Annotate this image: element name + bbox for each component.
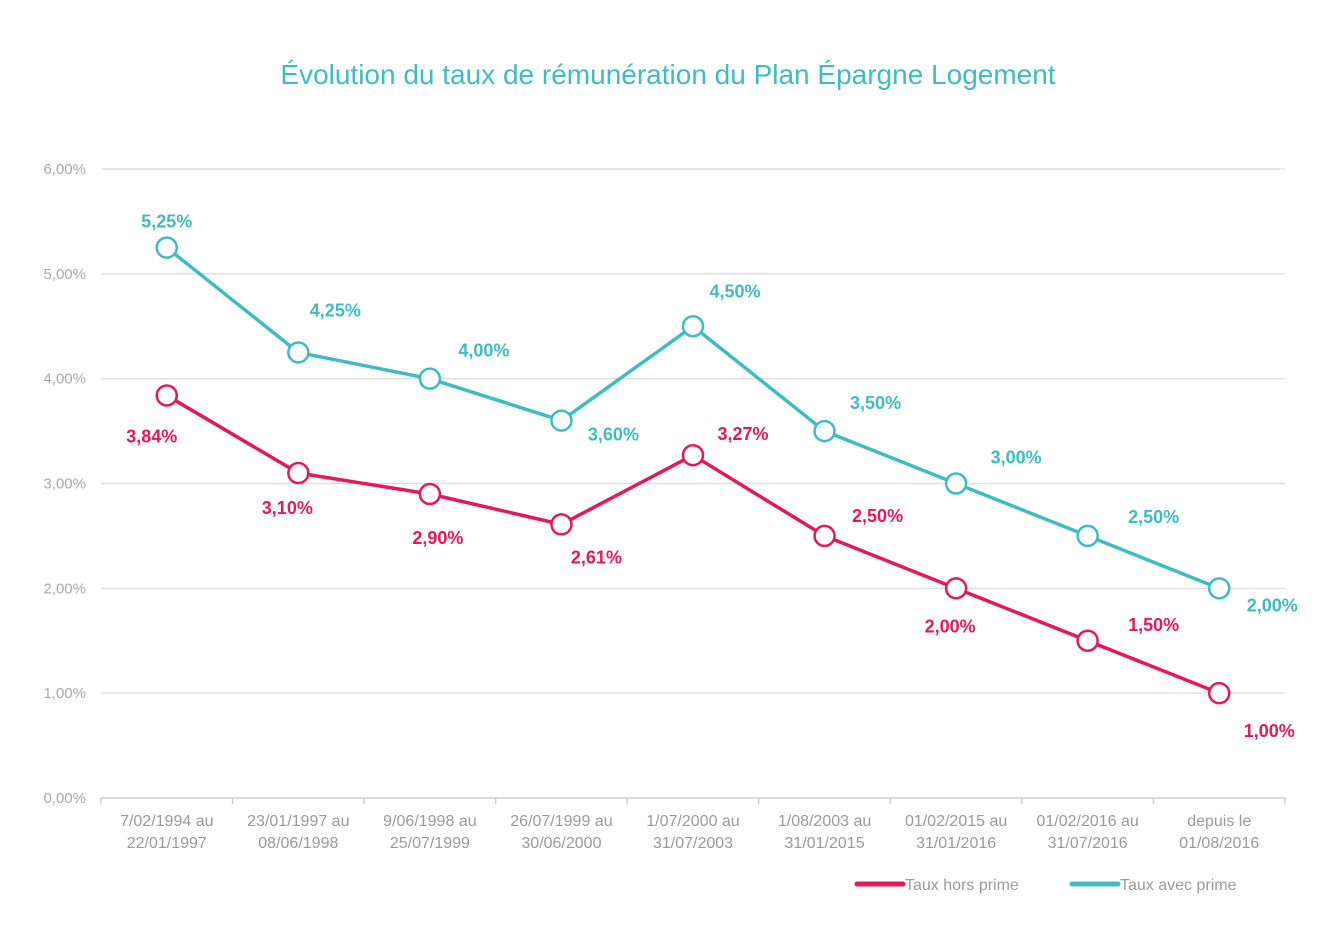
x-tick-label-line: 9/06/1998 au bbox=[383, 813, 476, 830]
data-point bbox=[155, 236, 179, 259]
data-label: 3,10% bbox=[262, 498, 313, 518]
data-point bbox=[1076, 629, 1099, 652]
x-tick-label: depuis le 01/08/2016 bbox=[1179, 813, 1259, 852]
data-point bbox=[1207, 577, 1231, 600]
data-label: 2,50% bbox=[1128, 507, 1179, 527]
data-point bbox=[813, 524, 836, 548]
chart-title: Évolution du taux de rémunération du Pla… bbox=[280, 59, 1055, 90]
data-point bbox=[944, 577, 968, 600]
data-label: 3,84% bbox=[126, 426, 177, 446]
data-label: 1,50% bbox=[1128, 615, 1179, 635]
x-tick-label: 23/01/1997 au 08/06/1998 bbox=[247, 813, 349, 852]
legend-label: Taux avec prime bbox=[1120, 877, 1237, 894]
y-tick-label: 6,00% bbox=[43, 161, 86, 178]
y-tick-label: 2,00% bbox=[43, 580, 86, 597]
data-label: 4,00% bbox=[458, 341, 509, 361]
y-tick-label: 1,00% bbox=[43, 685, 86, 702]
data-label: 3,27% bbox=[717, 424, 768, 444]
data-point bbox=[813, 419, 836, 443]
data-label: 4,50% bbox=[709, 281, 760, 301]
data-label: 3,50% bbox=[850, 393, 901, 413]
x-tick-label: 01/02/2016 au 31/07/2016 bbox=[1037, 813, 1139, 852]
data-point bbox=[1207, 681, 1231, 705]
data-point bbox=[550, 513, 573, 536]
x-tick-label-line: 31/07/2003 bbox=[653, 835, 733, 852]
data-label: 4,25% bbox=[310, 300, 361, 320]
series-line bbox=[165, 393, 1220, 695]
data-point bbox=[1076, 524, 1099, 548]
x-tick-label-line: depuis le bbox=[1187, 813, 1251, 830]
x-tick-label-line: 1/07/2000 au bbox=[646, 813, 739, 830]
series-taux-avec-prime: 5,25% 4,25% 4,00% 3,60% 4,50% 3,50% 3,00% 2,50%… bbox=[141, 212, 1297, 616]
x-tick-label-line: 23/01/1997 au bbox=[247, 813, 349, 830]
data-point bbox=[155, 384, 179, 407]
y-tick-label: 4,00% bbox=[43, 371, 86, 388]
data-label: 2,00% bbox=[1247, 595, 1298, 615]
data-label: 5,25% bbox=[141, 212, 192, 232]
series-taux-hors-prime: 3,84% 3,10% 2,90% 2,61% 3,27% 2,50% 2,00% 1,50%… bbox=[126, 384, 1295, 741]
data-label: 2,90% bbox=[412, 528, 463, 548]
data-label: 3,60% bbox=[588, 425, 639, 445]
y-tick-label: 0,00% bbox=[43, 790, 86, 807]
x-tick-label: 7/02/1994 au 22/01/1997 bbox=[120, 813, 213, 852]
x-tick-label-line: 31/01/2016 bbox=[916, 835, 996, 852]
data-point bbox=[418, 367, 442, 390]
x-tick-label-line: 22/01/1997 bbox=[127, 835, 207, 852]
x-tick-label-line: 1/08/2003 au bbox=[778, 813, 871, 830]
data-point bbox=[287, 461, 310, 485]
x-tick-label-line: 08/06/1998 bbox=[258, 835, 338, 852]
x-tick-label-line: 01/02/2016 au bbox=[1037, 813, 1139, 830]
x-tick-label: 26/07/1999 au 30/06/2000 bbox=[510, 813, 612, 852]
x-tick-label: 1/07/2000 au 31/07/2003 bbox=[646, 813, 739, 852]
x-tick-label-line: 30/06/2000 bbox=[521, 835, 601, 852]
x-tick-label: 01/02/2015 au 31/01/2016 bbox=[905, 813, 1007, 852]
data-point bbox=[681, 443, 705, 467]
data-point bbox=[681, 315, 705, 338]
data-point bbox=[944, 472, 968, 495]
x-tick-label-line: 26/07/1999 au bbox=[510, 813, 612, 830]
data-label: 3,00% bbox=[991, 448, 1042, 468]
data-point bbox=[287, 341, 310, 364]
data-point bbox=[418, 482, 442, 506]
data-point bbox=[550, 409, 573, 432]
data-label: 2,00% bbox=[925, 616, 976, 636]
x-tick-label-line: 31/01/2015 bbox=[785, 835, 865, 852]
x-tick-label-line: 25/07/1999 bbox=[390, 835, 470, 852]
x-tick-label-line: 7/02/1994 au bbox=[120, 813, 213, 830]
data-label: 2,61% bbox=[571, 547, 622, 567]
x-tick-label-line: 01/02/2015 au bbox=[905, 813, 1007, 830]
x-tick-label-line: 31/07/2016 bbox=[1048, 835, 1128, 852]
legend-label: Taux hors prime bbox=[905, 877, 1019, 894]
y-tick-label: 5,00% bbox=[43, 266, 86, 283]
y-tick-label: 3,00% bbox=[43, 476, 86, 493]
data-label: 2,50% bbox=[852, 506, 903, 526]
series-line bbox=[165, 246, 1220, 590]
x-tick-label: 9/06/1998 au 25/07/1999 bbox=[383, 813, 476, 852]
x-tick-label: 1/08/2003 au 31/01/2015 bbox=[778, 813, 871, 852]
data-label: 1,00% bbox=[1244, 721, 1295, 741]
x-tick-label-line: 01/08/2016 bbox=[1179, 835, 1259, 852]
